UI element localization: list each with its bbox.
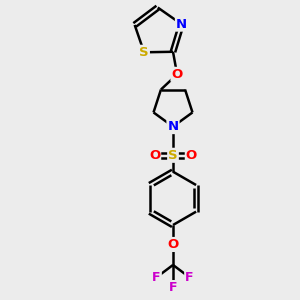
- Text: S: S: [139, 46, 149, 59]
- Text: F: F: [169, 281, 177, 294]
- Text: O: O: [167, 238, 178, 251]
- Text: O: O: [186, 149, 197, 162]
- Text: N: N: [176, 18, 187, 31]
- Text: S: S: [168, 149, 178, 162]
- Text: N: N: [167, 120, 178, 133]
- Text: O: O: [172, 68, 183, 81]
- Text: O: O: [149, 149, 160, 162]
- Text: F: F: [152, 271, 161, 284]
- Text: F: F: [185, 271, 194, 284]
